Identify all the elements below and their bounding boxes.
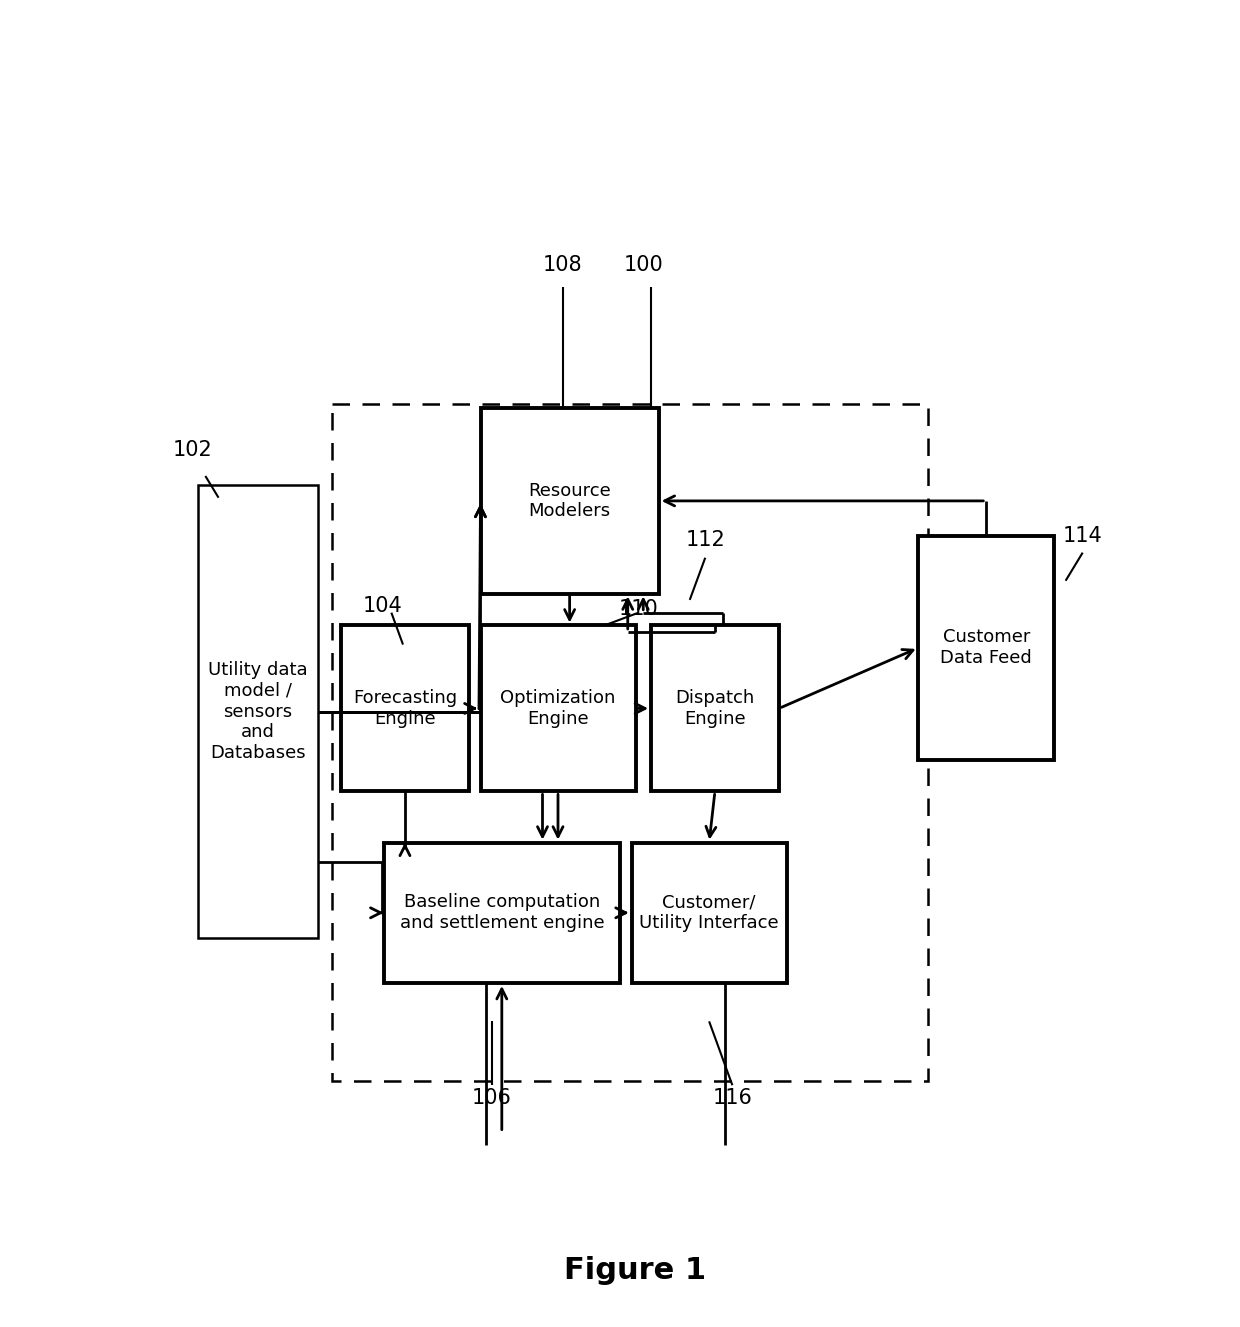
Bar [631,843,786,983]
Text: Baseline computation
and settlement engine: Baseline computation and settlement engi… [399,893,604,932]
Text: Customer
Data Feed: Customer Data Feed [940,629,1032,667]
Text: Dispatch
Engine: Dispatch Engine [676,689,755,727]
Bar [341,625,469,791]
Text: 112: 112 [686,529,725,549]
Bar [332,405,929,1082]
Text: Optimization
Engine: Optimization Engine [500,689,616,727]
Text: Figure 1: Figure 1 [564,1255,707,1285]
Text: 100: 100 [624,255,663,275]
Text: 108: 108 [543,255,583,275]
Bar [481,409,658,593]
Text: 116: 116 [713,1088,753,1108]
Text: Utility data
model /
sensors
and
Databases: Utility data model / sensors and Databas… [208,661,308,762]
Bar [383,843,620,983]
Text: 110: 110 [619,598,658,618]
Bar [197,484,317,938]
Text: 106: 106 [472,1088,512,1108]
Text: 104: 104 [362,596,402,616]
Bar [481,625,635,791]
Bar [919,536,1054,759]
Text: 102: 102 [172,441,212,460]
Text: Forecasting
Engine: Forecasting Engine [353,689,458,727]
Text: Customer/
Utility Interface: Customer/ Utility Interface [640,893,779,932]
Bar [651,625,779,791]
Text: 114: 114 [1063,525,1102,545]
Text: Resource
Modelers: Resource Modelers [528,482,611,520]
